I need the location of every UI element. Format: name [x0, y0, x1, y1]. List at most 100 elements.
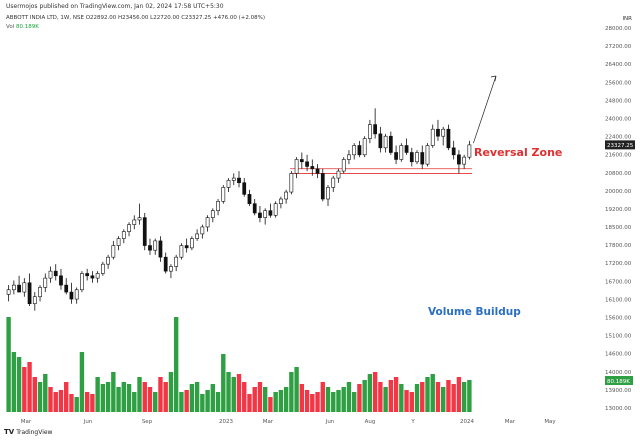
candle: [106, 254, 110, 269]
volume-bar: [173, 317, 179, 412]
volume-bar: [425, 377, 430, 412]
candle: [121, 229, 126, 244]
candle: [284, 189, 288, 204]
publisher-line: Usermojos published on TradingView.com, …: [6, 3, 224, 10]
tradingview-logo[interactable]: TV TradingView: [4, 428, 52, 436]
volume-bar: [90, 394, 95, 412]
candle: [59, 268, 63, 290]
candle: [132, 215, 137, 230]
volume-bar: [231, 377, 236, 412]
candle: [331, 175, 336, 193]
candle: [169, 264, 173, 279]
candle: [226, 178, 231, 193]
volume-bar: [100, 384, 106, 412]
volume-bar: [262, 387, 268, 412]
candle: [305, 154, 309, 172]
volume-bar: [268, 397, 273, 412]
candle: [69, 282, 74, 304]
candle: [289, 171, 294, 195]
candle: [357, 140, 362, 158]
candle: [53, 264, 58, 281]
volume-bar: [27, 362, 32, 412]
volume-bar: [137, 377, 142, 412]
currency-label: INR: [622, 16, 632, 22]
volume-bar: [388, 380, 394, 412]
candle: [85, 268, 90, 281]
candle: [148, 238, 152, 255]
volume-bar: [158, 377, 163, 412]
last-price-tag-bg: [605, 140, 635, 150]
volume-bar: [456, 377, 462, 412]
y-tick-label: 19200.00: [605, 207, 632, 213]
y-tick-label: 17200.00: [605, 261, 632, 267]
x-tick-label: Jun: [83, 419, 93, 425]
y-tick-label: 16100.00: [605, 297, 632, 303]
y-tick-label: 15600.00: [605, 316, 632, 322]
candle: [315, 164, 320, 179]
volume-bar: [257, 382, 263, 412]
tradingview-logo-text: TradingView: [16, 428, 53, 436]
y-tick-label: 14600.00: [605, 352, 632, 358]
volume-value: 80.189K: [15, 24, 39, 30]
volume-bar: [111, 372, 116, 412]
y-tick-label: 17800.00: [605, 243, 632, 249]
candle: [64, 278, 69, 295]
volume-bar: [95, 377, 100, 412]
candle: [184, 238, 189, 253]
x-tick-label: Mar: [505, 419, 516, 425]
y-tick-label: 22400.00: [605, 135, 632, 141]
candle: [237, 171, 241, 188]
candle: [404, 138, 409, 155]
volume-bar: [446, 380, 451, 412]
candle: [430, 124, 435, 148]
volume-bar: [221, 354, 226, 412]
candle: [415, 150, 419, 165]
volume-buildup-label: Volume Buildup: [428, 306, 521, 318]
volume-bar: [441, 387, 446, 412]
x-tick-label: Y: [410, 419, 415, 425]
candle: [27, 273, 32, 307]
candle: [48, 266, 53, 283]
x-tick-label: 2024: [460, 419, 474, 425]
x-tick-label: Aug: [365, 419, 376, 425]
volume-bar: [420, 382, 425, 412]
candle: [200, 224, 205, 239]
y-tick-label: 26400.00: [605, 62, 632, 68]
x-tick-label: Sep: [142, 419, 153, 425]
x-tick-label: 2023: [219, 419, 233, 425]
candle: [420, 145, 425, 169]
volume-bar: [116, 387, 121, 412]
candle: [457, 150, 461, 174]
candle: [252, 199, 257, 216]
volume-bar: [43, 374, 48, 412]
candle: [347, 150, 351, 165]
candle: [90, 271, 95, 283]
candle: [320, 168, 325, 202]
y-tick-label: 20800.00: [605, 171, 632, 177]
volume-bar: [310, 394, 315, 412]
y-tick-label: 15100.00: [605, 334, 632, 340]
volume-bar: [399, 384, 404, 412]
volume-bar: [393, 377, 399, 412]
x-tick-label: Mar: [21, 419, 32, 425]
volume-bar: [153, 392, 158, 412]
volume-bar: [84, 392, 90, 412]
volume-bar: [414, 384, 420, 412]
y-tick-label: 13900.00: [605, 388, 632, 394]
candle: [221, 185, 226, 204]
volume-bar: [357, 384, 362, 412]
volume-bar: [404, 390, 409, 412]
candle: [190, 236, 194, 251]
y-tick-label: 13000.00: [605, 406, 632, 412]
volume-bar: [74, 397, 79, 412]
y-tick-label: 28000.00: [605, 26, 632, 32]
candle: [116, 236, 121, 251]
volume-bar: [179, 392, 184, 412]
candle: [446, 124, 451, 151]
candle: [242, 178, 247, 197]
volume-bar: [163, 382, 168, 412]
candle: [299, 152, 304, 169]
candle: [231, 173, 236, 186]
reversal-zone-label: Reversal Zone: [474, 146, 562, 159]
volume-bar: [16, 357, 22, 412]
